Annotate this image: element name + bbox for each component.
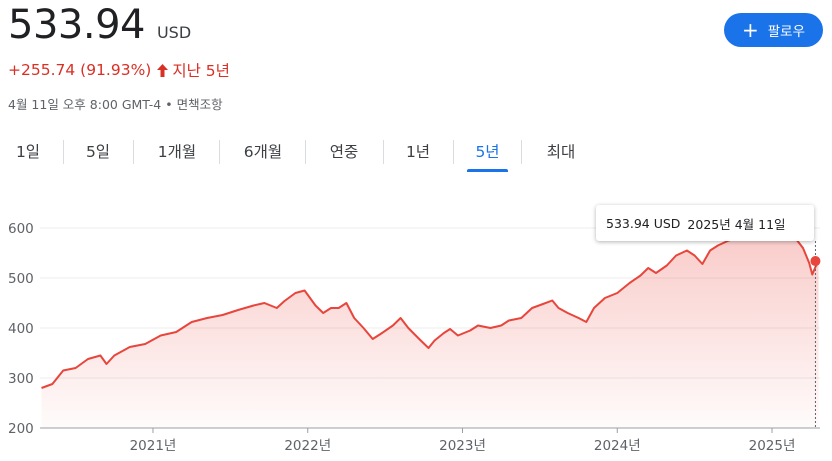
tab-divider — [521, 140, 522, 164]
follow-button[interactable]: + 팔로우 — [724, 13, 823, 47]
change-value: +255.74 (91.93%) — [8, 61, 152, 79]
tab-divider — [453, 140, 454, 164]
price-header: 533.94 USD — [8, 2, 191, 48]
x-tick-label: 2022년 — [284, 438, 331, 454]
tab-divider — [63, 140, 64, 164]
change-period: 지난 5년 — [172, 62, 230, 80]
tooltip-date: 2025년 4월 11일 — [687, 216, 786, 232]
follow-label: 팔로우 — [767, 24, 806, 40]
tab-divider — [133, 140, 134, 164]
x-tick-label: 2021년 — [130, 438, 177, 454]
tab-divider — [383, 140, 384, 164]
tab-max[interactable]: 최대 — [546, 143, 576, 161]
price-chart[interactable]: 200 300 400 500 600 2021년 2022년 2023년 2024년 2025… — [0, 190, 832, 461]
y-tick-label: 200 — [8, 421, 34, 437]
y-axis-labels: 200 300 400 500 600 — [8, 221, 34, 437]
tab-divider — [305, 140, 306, 164]
x-tick-label: 2025년 — [749, 438, 796, 454]
tab-1y[interactable]: 1년 — [405, 143, 431, 161]
tab-ytd[interactable]: 연중 — [329, 143, 359, 161]
y-tick-label: 400 — [8, 321, 34, 337]
price-line — [41, 230, 820, 389]
plus-icon: + — [741, 18, 759, 42]
tab-6m[interactable]: 6개월 — [243, 143, 283, 161]
x-axis: 2021년 2022년 2023년 2024년 2025년 — [130, 428, 796, 454]
price-area-fill — [41, 231, 819, 428]
current-price: 533.94 — [8, 2, 145, 48]
y-tick-label: 600 — [8, 221, 34, 237]
current-point-marker — [810, 256, 821, 267]
tab-5y[interactable]: 5년 — [467, 134, 508, 172]
timestamp-disclaimer: 4월 11일 오후 8:00 GMT-4 • 면책조항 — [8, 97, 223, 112]
tooltip-value: 533.94 USD — [606, 215, 681, 231]
y-tick-label: 500 — [8, 271, 34, 287]
chart-tooltip: 533.94 USD 2025년 4월 11일 — [596, 205, 814, 241]
tab-1d[interactable]: 1일 — [15, 143, 41, 161]
x-tick-label: 2023년 — [439, 438, 486, 454]
currency-label: USD — [156, 23, 192, 42]
tab-5d[interactable]: 5일 — [85, 143, 111, 161]
tab-1m[interactable]: 1개월 — [157, 143, 197, 161]
y-tick-label: 300 — [8, 371, 34, 387]
x-tick-label: 2024년 — [594, 438, 641, 454]
arrow-up-icon — [157, 63, 169, 77]
price-change: +255.74 (91.93%) 지난 5년 — [8, 59, 230, 81]
tab-divider — [219, 140, 220, 164]
